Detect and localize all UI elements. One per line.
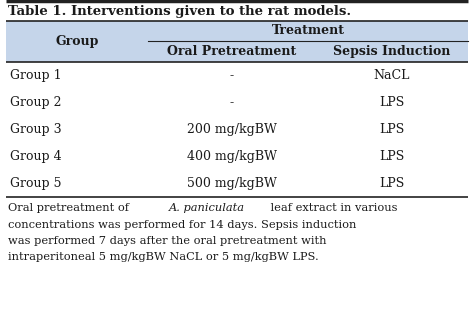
Text: was performed 7 days after the oral pretreatment with: was performed 7 days after the oral pret… (8, 236, 327, 246)
Text: A. paniculata: A. paniculata (169, 203, 245, 213)
Text: Group 2: Group 2 (10, 96, 62, 109)
Text: NaCL: NaCL (374, 69, 410, 82)
Text: Treatment: Treatment (272, 24, 345, 38)
Text: Table 1. Interventions given to the rat models.: Table 1. Interventions given to the rat … (8, 4, 351, 17)
Text: -: - (230, 69, 234, 82)
Text: Group: Group (55, 35, 99, 48)
Text: intraperitoneal 5 mg/kgBW NaCL or 5 mg/kgBW LPS.: intraperitoneal 5 mg/kgBW NaCL or 5 mg/k… (8, 253, 319, 263)
Text: LPS: LPS (379, 150, 405, 163)
Text: Sepsis Induction: Sepsis Induction (333, 45, 451, 58)
Text: 400 mg/kgBW: 400 mg/kgBW (187, 150, 277, 163)
Bar (6, 21, 468, 62)
Text: Oral Pretreatment: Oral Pretreatment (167, 45, 297, 58)
Text: Group 5: Group 5 (10, 177, 62, 190)
Text: 200 mg/kgBW: 200 mg/kgBW (187, 123, 277, 136)
Text: Group 3: Group 3 (10, 123, 62, 136)
Text: 500 mg/kgBW: 500 mg/kgBW (187, 177, 277, 190)
Text: LPS: LPS (379, 123, 405, 136)
Text: concentrations was performed for 14 days. Sepsis induction: concentrations was performed for 14 days… (8, 219, 356, 229)
Text: Group 4: Group 4 (10, 150, 62, 163)
Text: Oral pretreatment of: Oral pretreatment of (8, 203, 133, 213)
Text: LPS: LPS (379, 96, 405, 109)
Text: leaf extract in various: leaf extract in various (267, 203, 397, 213)
Text: Group 1: Group 1 (10, 69, 62, 82)
Text: -: - (230, 96, 234, 109)
Text: LPS: LPS (379, 177, 405, 190)
